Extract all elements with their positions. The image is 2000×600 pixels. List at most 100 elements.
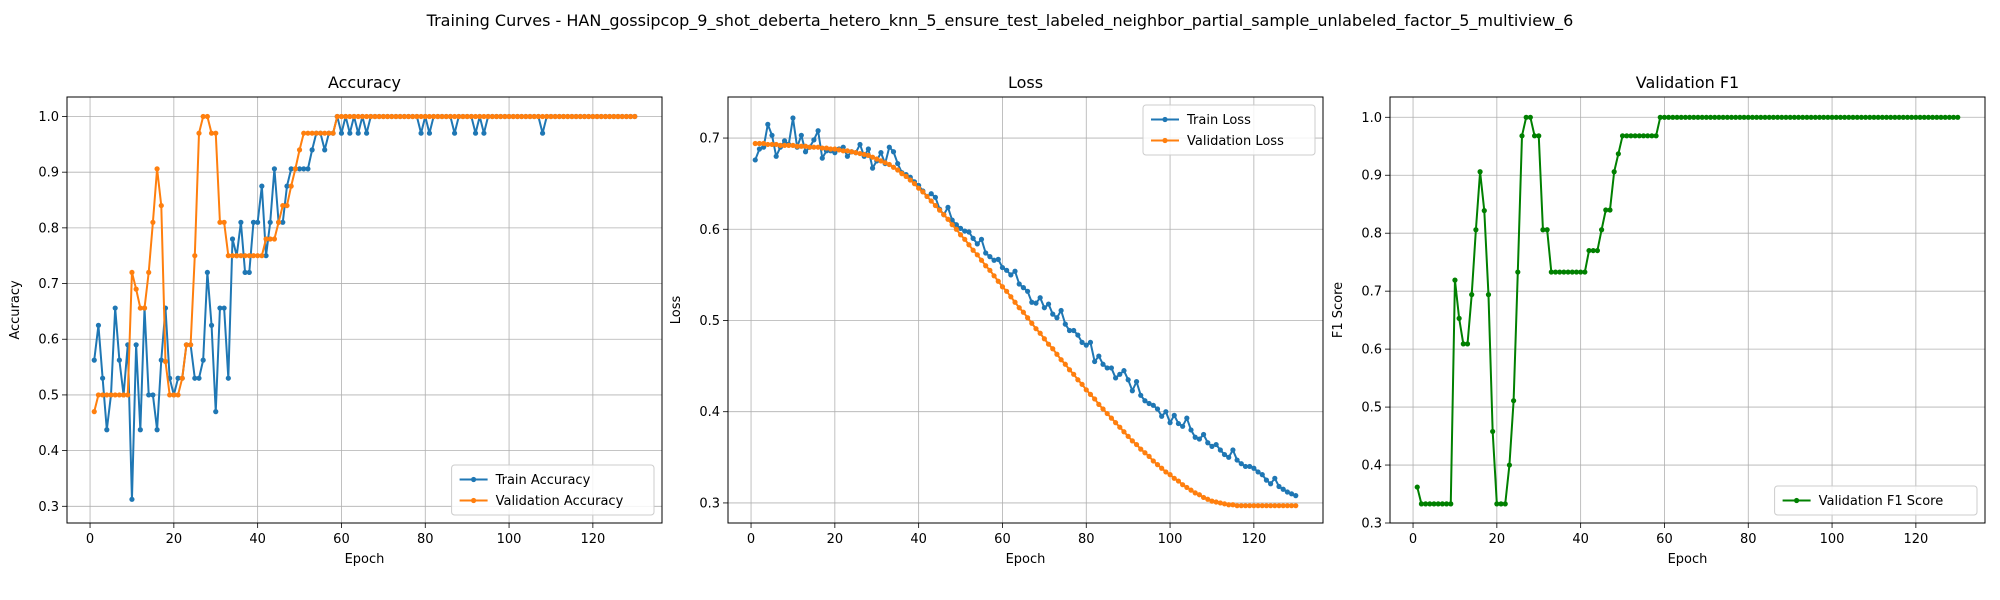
data-point — [477, 113, 483, 120]
data-point — [781, 142, 788, 148]
data-point — [756, 146, 763, 152]
data-point — [1226, 502, 1232, 508]
data-point — [229, 236, 236, 242]
data-point — [1896, 114, 1902, 120]
y-tick-label: 0.3 — [1361, 517, 1382, 532]
data-point — [343, 113, 349, 120]
data-point — [502, 113, 508, 120]
data-point — [844, 153, 851, 159]
data-point — [213, 130, 219, 136]
data-point — [355, 130, 361, 136]
data-point — [426, 130, 433, 136]
data-point — [1293, 493, 1299, 499]
data-point — [1054, 351, 1060, 357]
data-point — [259, 253, 265, 259]
data-point — [1033, 300, 1039, 306]
data-point — [1066, 327, 1073, 334]
data-point — [1485, 292, 1492, 298]
data-point — [752, 140, 758, 147]
data-point — [1955, 114, 1961, 120]
data-point — [1548, 269, 1554, 275]
data-point — [1062, 321, 1068, 327]
data-point — [158, 357, 164, 363]
data-point — [890, 164, 897, 170]
data-point — [999, 264, 1006, 271]
data-point — [1188, 487, 1194, 493]
data-point — [781, 138, 788, 144]
data-point — [1443, 501, 1450, 507]
data-point — [1552, 269, 1559, 275]
data-point — [204, 113, 210, 120]
data-point — [1695, 114, 1701, 120]
data-point — [1942, 114, 1948, 120]
data-point — [1804, 114, 1810, 120]
x-tick-label: 60 — [1656, 532, 1673, 547]
data-point — [1502, 501, 1508, 507]
data-point — [1045, 301, 1052, 307]
data-point — [1192, 434, 1198, 440]
data-point — [196, 130, 202, 136]
data-point — [1913, 114, 1919, 120]
data-point — [1213, 441, 1219, 448]
data-point — [882, 160, 888, 166]
data-point — [267, 219, 273, 225]
data-point — [627, 113, 634, 120]
data-point — [296, 147, 303, 153]
data-point — [769, 132, 775, 138]
data-point — [1012, 299, 1018, 305]
data-point — [112, 305, 118, 311]
data-point — [1263, 477, 1270, 483]
data-point — [1632, 133, 1638, 139]
data-point — [1087, 339, 1094, 345]
data-point — [431, 113, 437, 120]
data-point — [1050, 346, 1056, 352]
data-point — [962, 228, 968, 234]
figure-title: Training Curves - HAN_gossipcop_9_shot_d… — [426, 11, 1574, 31]
data-point — [1649, 133, 1655, 139]
x-axis-label: Epoch — [345, 552, 385, 567]
data-point — [1469, 292, 1475, 298]
data-point — [949, 222, 955, 228]
data-point — [899, 171, 905, 177]
x-axis-label: Epoch — [1668, 552, 1708, 567]
data-point — [146, 392, 152, 398]
legend-swatch-marker — [1794, 497, 1800, 504]
data-point — [903, 173, 909, 179]
data-point — [1092, 358, 1098, 365]
data-point — [1938, 114, 1944, 120]
data-point — [91, 357, 97, 363]
data-point — [154, 166, 160, 172]
data-point — [840, 144, 846, 150]
data-point — [798, 143, 804, 149]
data-point — [1414, 484, 1420, 490]
data-point — [1871, 114, 1877, 120]
data-point — [338, 130, 345, 136]
legend: Train Loss Validation Loss — [1142, 104, 1316, 156]
data-point — [853, 150, 859, 156]
data-point — [514, 113, 521, 120]
data-point — [1016, 281, 1022, 287]
data-point — [1494, 501, 1500, 507]
data-point — [108, 392, 114, 398]
data-point — [255, 219, 261, 225]
chart-panel-3: 0 20 40 60 80 100 120 0.3 0.4 0.5 0.6 0.7 0.8 0.9 1.0 V… — [1331, 73, 1986, 567]
data-point — [418, 113, 424, 120]
data-point — [372, 113, 378, 120]
data-point — [957, 232, 964, 238]
data-point — [1196, 492, 1202, 498]
x-tick-label: 20 — [827, 532, 844, 547]
data-point — [1464, 341, 1471, 347]
data-point — [777, 142, 783, 148]
chart-title: Validation F1 — [1636, 73, 1739, 92]
data-point — [1875, 114, 1881, 120]
data-point — [284, 183, 290, 189]
data-point — [1561, 269, 1567, 275]
data-point — [849, 149, 855, 155]
data-point — [1712, 114, 1718, 120]
data-point — [200, 357, 206, 363]
data-point — [112, 392, 118, 398]
data-point — [1087, 391, 1094, 397]
x-tick-label: 100 — [1158, 532, 1183, 547]
data-point — [1117, 371, 1123, 377]
data-point — [368, 113, 374, 120]
